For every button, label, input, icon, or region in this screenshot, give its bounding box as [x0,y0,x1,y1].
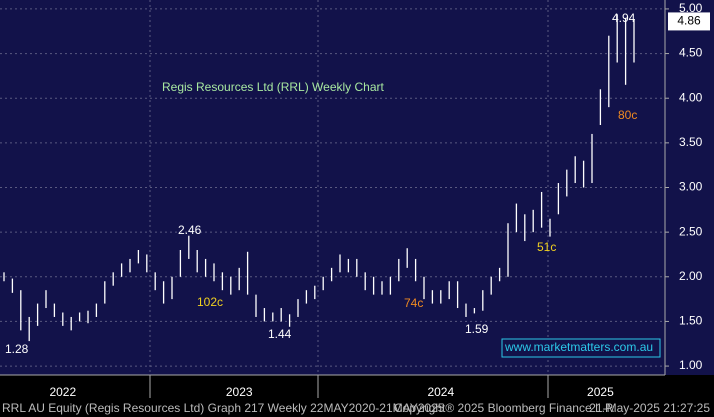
x-tick-label: 2022 [49,385,76,399]
y-tick-label: 2.00 [679,269,703,283]
x-tick-label: 2023 [226,385,253,399]
annotation: 74c [404,296,423,310]
y-tick-label: 2.50 [679,224,703,238]
watermark-box [501,338,661,358]
last-price-label: 4.86 [677,14,701,28]
y-tick-label: 3.50 [679,135,703,149]
y-tick-label: 1.00 [679,358,703,372]
annotation: 4.94 [612,11,636,25]
x-tick-label: 2025 [587,385,614,399]
footer-right: 21-May-2025 21:27:25 [589,401,710,415]
footer-left: RRL AU Equity (Regis Resources Ltd) Grap… [2,401,445,415]
last-price-box [668,12,710,31]
axis-background [0,375,714,417]
annotation: 80c [618,108,637,122]
annotation: 1.59 [465,322,489,336]
watermark: www.marketmatters.com.au [504,340,653,354]
y-tick-label: 3.00 [679,180,703,194]
annotation: 102c [197,295,223,309]
footer-middle: Copyright® 2025 Bloomberg Finance L.P. [394,401,615,415]
annotation: 1.28 [5,342,29,356]
y-tick-label: 1.50 [679,314,703,328]
y-tick-label: 4.00 [679,90,703,104]
annotation: 2.46 [178,223,202,237]
annotation: 1.44 [268,327,292,341]
annotation: 51c [537,240,556,254]
y-tick-label: 4.50 [679,46,703,60]
y-tick-label: 5.00 [679,1,703,15]
chart-title: Regis Resources Ltd (RRL) Weekly Chart [162,80,385,94]
x-tick-label: 2024 [427,385,454,399]
